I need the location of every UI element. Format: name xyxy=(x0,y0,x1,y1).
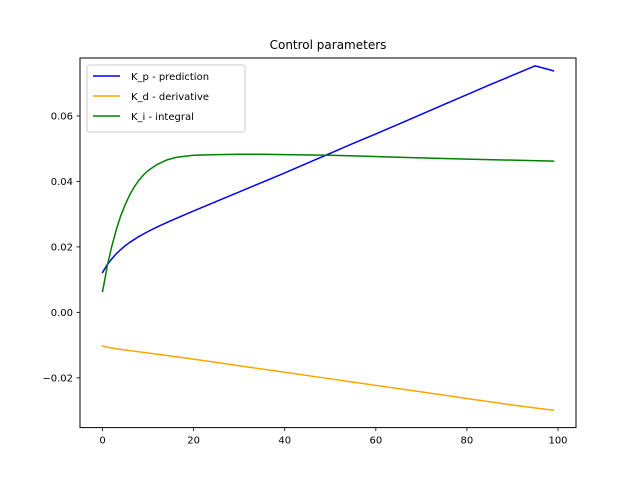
series-line-2 xyxy=(101,153,555,293)
y-tick-label: −0.02 xyxy=(42,373,73,384)
y-axis-ticks: −0.02 0.00 0.02 0.04 0.06 xyxy=(42,111,80,384)
x-tick-label: 0 xyxy=(99,436,105,447)
series-line-1 xyxy=(101,345,555,412)
chart-title: Control parameters xyxy=(270,38,387,52)
y-tick-label: 0.04 xyxy=(51,177,73,188)
y-tick-label: 0.02 xyxy=(51,242,73,253)
y-tick-label: 0.06 xyxy=(51,111,73,122)
x-tick-label: 40 xyxy=(278,436,291,447)
x-axis-ticks: 0 20 40 60 80 100 xyxy=(99,427,568,447)
y-tick-label: 0.00 xyxy=(51,308,73,319)
x-tick-label: 80 xyxy=(461,436,474,447)
series-line-0 xyxy=(101,65,555,274)
x-tick-label: 60 xyxy=(369,436,382,447)
series-layer xyxy=(101,65,555,412)
x-tick-label: 100 xyxy=(548,436,567,447)
legend: K_p - prediction K_d - derivative K_i - in… xyxy=(86,64,246,133)
legend-label-1: K_d - derivative xyxy=(131,92,209,103)
plot-area: 0 20 40 60 80 100 −0.02 0.00 0.02 0.04 0.06 K_p -… xyxy=(42,57,577,447)
axes-frame xyxy=(79,57,577,429)
legend-label-2: K_i - integral xyxy=(131,112,194,123)
x-tick-label: 20 xyxy=(187,436,200,447)
legend-label-0: K_p - prediction xyxy=(131,72,209,83)
legend-box xyxy=(86,64,246,133)
